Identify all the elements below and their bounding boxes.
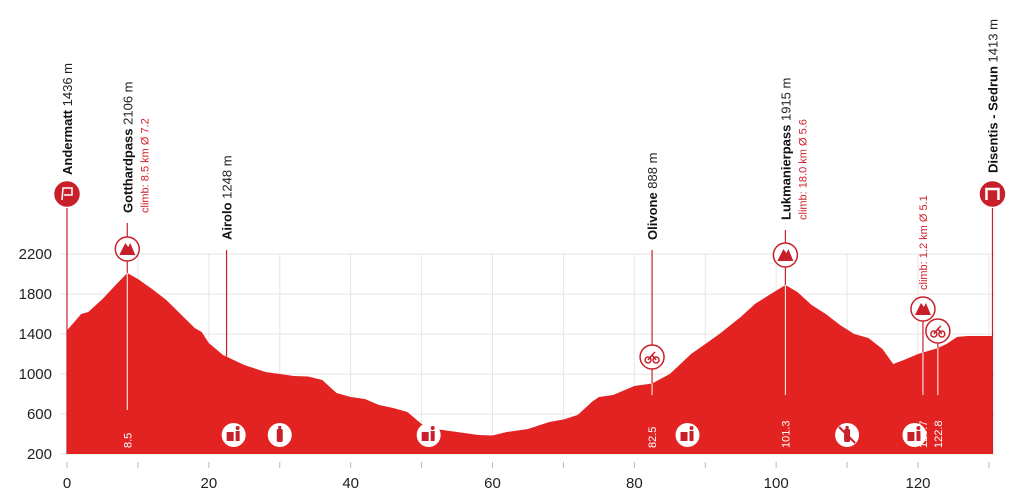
- bin: [226, 432, 234, 441]
- wheel: [652, 356, 660, 364]
- y-tick-label: 1400: [19, 326, 52, 343]
- person-body: [689, 431, 694, 441]
- point-label-part: 1915 m: [778, 78, 793, 125]
- bottle-cap: [278, 426, 282, 429]
- climb-info: climb: 8.5 km Ø 7.2: [139, 118, 151, 213]
- y-tick-label: 600: [27, 406, 52, 423]
- no-litter-bottle-icon: [835, 423, 860, 447]
- km-marker-label: 82.5: [647, 427, 659, 448]
- point-label-part: 1436 m: [60, 63, 75, 110]
- x-tick-label: 80: [626, 475, 643, 492]
- point-label-part: 1248 m: [220, 155, 235, 202]
- frame: [647, 351, 657, 361]
- point-label-part: Airolo: [220, 202, 235, 240]
- checkered-flag: [61, 187, 73, 201]
- bottle-cap: [845, 426, 849, 429]
- bin: [421, 432, 429, 441]
- person-body: [916, 431, 921, 441]
- person-head: [689, 426, 694, 430]
- litter-zone-icon: [221, 423, 246, 447]
- person-head: [430, 426, 435, 430]
- sprint-bike-icon-circle: [639, 344, 665, 370]
- y-tick-label: 200: [27, 446, 52, 463]
- bottle: [276, 429, 283, 442]
- km-marker-label: 122.8: [933, 420, 945, 448]
- mountain-climb-icon: [910, 296, 936, 322]
- mountain: [914, 303, 931, 315]
- person-body: [235, 431, 240, 441]
- frame: [933, 325, 943, 335]
- climb-info-part: climb: 1.2 km Ø 5.1: [918, 195, 930, 290]
- litter-zone-icon: [675, 423, 700, 447]
- point-label: Andermatt 1436 m: [60, 63, 75, 175]
- person-body: [430, 431, 435, 441]
- point-label-part: Disentis - Sedrun: [985, 66, 1000, 173]
- x-tick-label: 0: [63, 475, 71, 492]
- point-label-part: 2106 m: [120, 82, 135, 129]
- wheel: [938, 330, 946, 338]
- point-label-part: Olivone: [645, 192, 660, 240]
- elevation-profile-area: [67, 273, 993, 454]
- wheel: [644, 356, 652, 364]
- finish-arch-icon-circle: [979, 181, 1006, 207]
- climb-info: climb: 18.0 km Ø 5.6: [797, 119, 809, 220]
- sprint-bike-icon-circle: [925, 318, 951, 344]
- km-marker-label: 101.3: [780, 420, 792, 448]
- climb-info: climb: 1.2 km Ø 5.1: [918, 195, 930, 290]
- point-label: Lukmanierpass 1915 m: [778, 78, 793, 220]
- person-head: [235, 426, 240, 430]
- climb-info-part: climb: 8.5 km Ø 7.2: [139, 118, 151, 213]
- start-flag-icon-circle: [54, 181, 80, 207]
- x-tick-label: 20: [200, 475, 217, 492]
- x-tick-label: 40: [342, 475, 359, 492]
- x-tick-label: 60: [484, 475, 501, 492]
- x-tick-label: 120: [905, 475, 930, 492]
- sprint-bike-icon: [639, 344, 665, 370]
- y-tick-label: 1800: [19, 286, 52, 303]
- point-label-part: Andermatt: [60, 109, 75, 175]
- bin: [907, 432, 915, 441]
- point-label-part: 1413 m: [985, 19, 1000, 66]
- climb-info-part: climb: 18.0 km Ø 5.6: [797, 119, 809, 220]
- mountain-climb-icon: [114, 236, 141, 262]
- sprint-bike-icon: [925, 318, 951, 344]
- start-flag-icon: [54, 181, 80, 207]
- point-label-part: Gotthardpass: [120, 128, 135, 213]
- point-label-part: 888 m: [645, 153, 660, 193]
- km-marker-label: 8.5: [122, 433, 134, 448]
- point-label: Olivone 888 m: [645, 153, 660, 240]
- strike: [838, 426, 856, 444]
- point-label: Gotthardpass 2106 m: [120, 82, 135, 214]
- mountain: [777, 249, 794, 261]
- x-tick-label: 100: [764, 475, 789, 492]
- feed-bottle-icon: [267, 423, 292, 447]
- litter-zone-icon: [902, 423, 927, 447]
- point-label-part: Lukmanierpass: [778, 125, 793, 220]
- point-label: Disentis - Sedrun 1413 m: [985, 19, 1000, 173]
- point-label: Airolo 1248 m: [220, 155, 235, 240]
- y-tick-label: 2200: [19, 246, 52, 263]
- mountain: [119, 243, 136, 255]
- finish-arch-icon: [979, 181, 1006, 207]
- mountain-climb-icon: [772, 242, 799, 268]
- y-tick-label: 1000: [19, 366, 52, 383]
- bin: [680, 432, 688, 441]
- litter-zone-icon: [416, 423, 441, 447]
- arch: [985, 187, 1000, 200]
- wheel: [930, 330, 938, 338]
- person-head: [916, 426, 921, 430]
